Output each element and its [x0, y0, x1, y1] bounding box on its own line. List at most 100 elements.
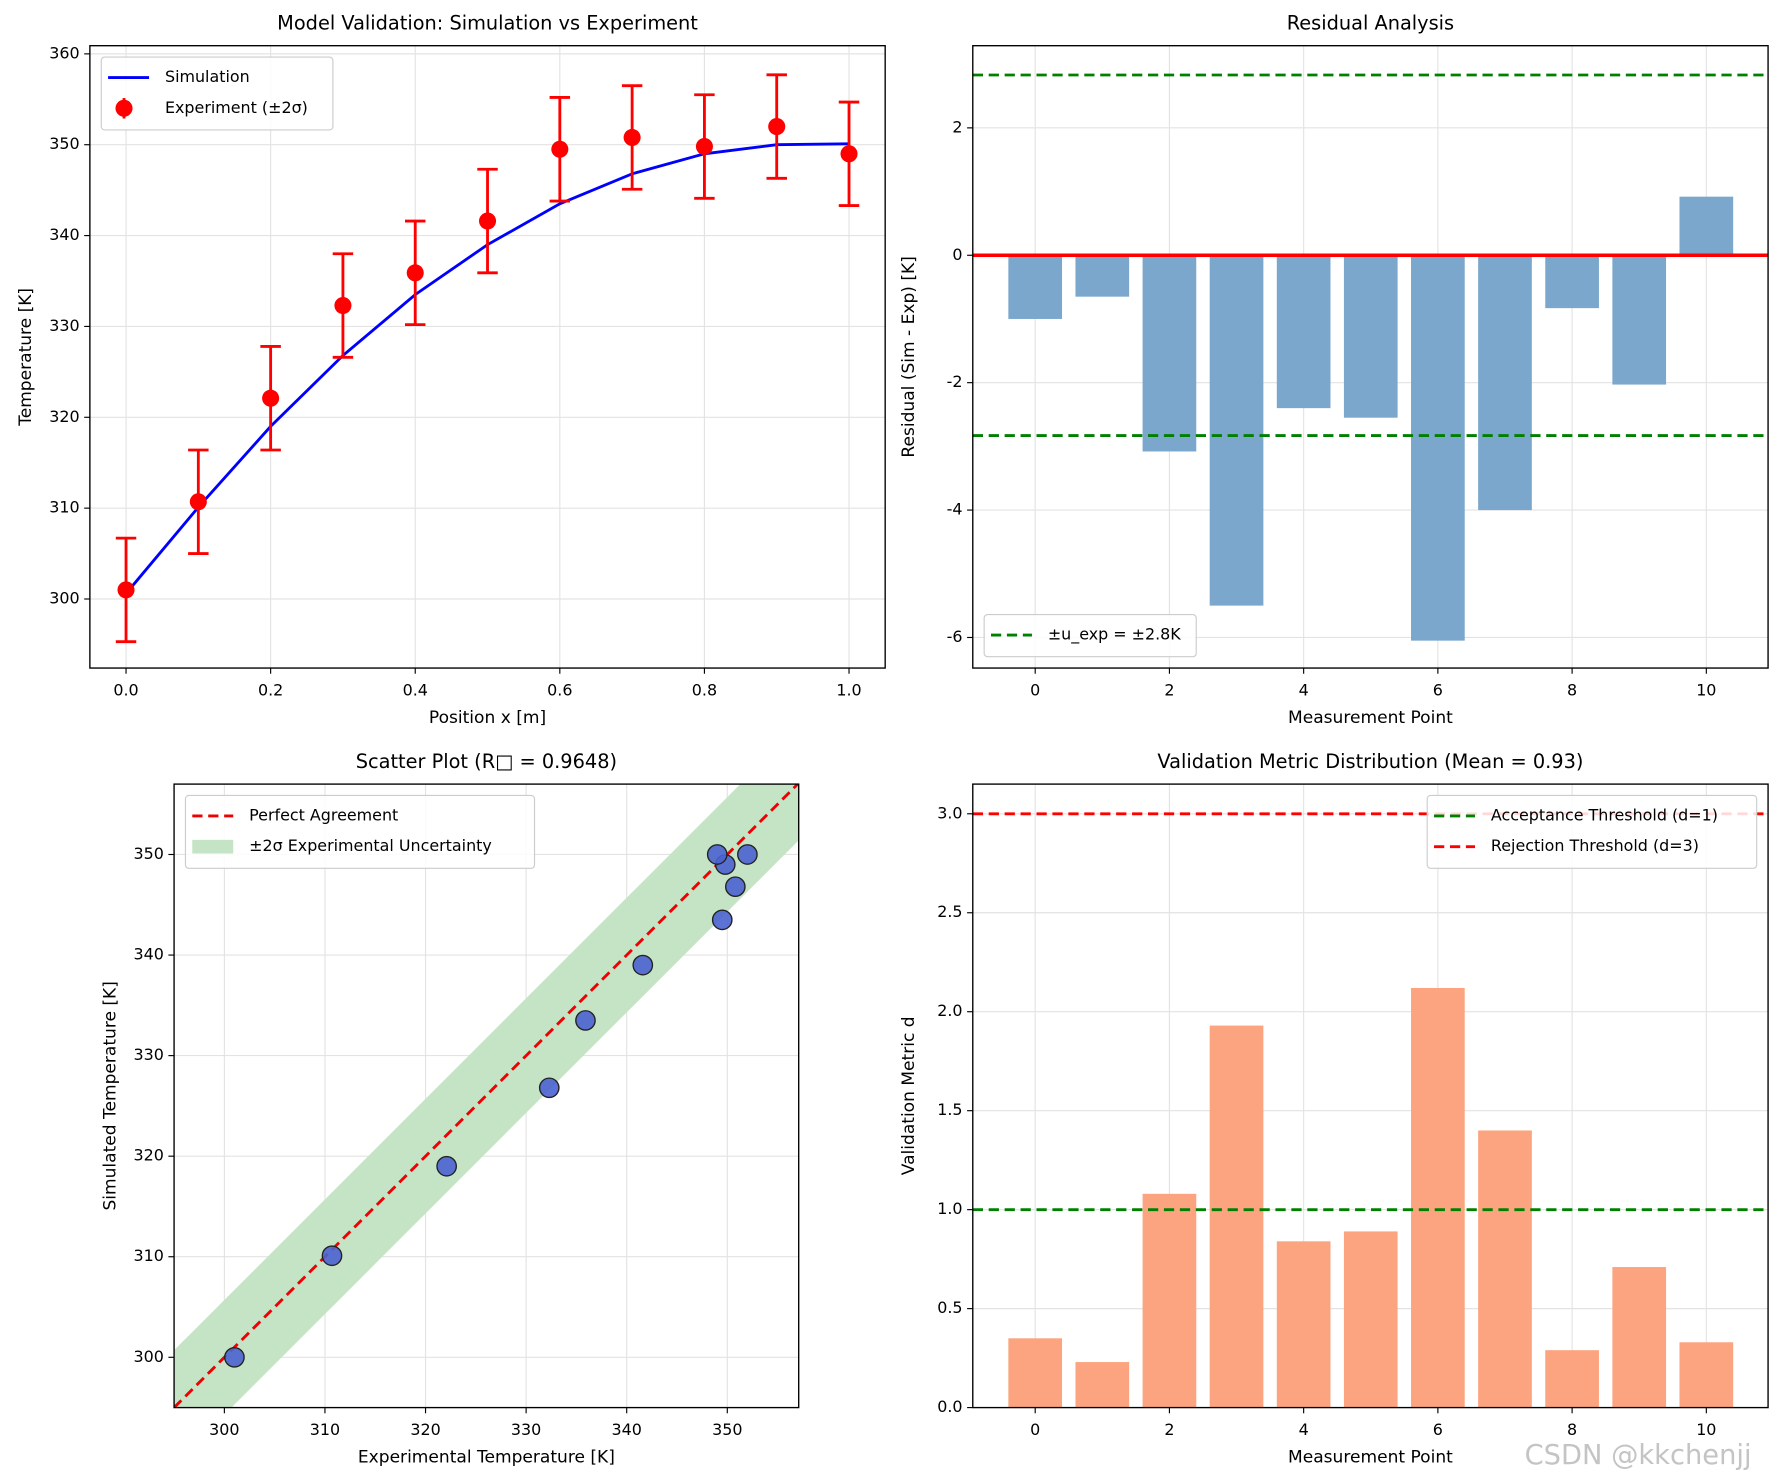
x-tick-label: 340: [612, 1420, 642, 1439]
bar: [1075, 1362, 1130, 1408]
scatter-point: [436, 1155, 458, 1177]
legend: Perfect Agreement ±2σ Experimental Uncert…: [184, 794, 536, 869]
x-axis-label: Position x [m]: [429, 708, 546, 728]
bar: [1142, 1193, 1197, 1408]
legend: Simulation Experiment (±2σ): [100, 56, 334, 131]
x-tick-label: 0.2: [258, 680, 283, 699]
x-axis-label: Measurement Point: [1288, 708, 1453, 728]
plot-area: [174, 784, 799, 1408]
x-tick-label: 0.0: [113, 680, 138, 699]
data-point: [117, 581, 135, 599]
x-tick-label: 0.8: [692, 680, 717, 699]
y-tick-label: 1.0: [937, 1199, 962, 1218]
y-axis-label: Temperature [K]: [16, 288, 36, 427]
x-tick-label: 0: [1030, 1420, 1040, 1439]
y-tick-label: 330: [49, 316, 79, 335]
x-tick-label: 310: [310, 1420, 340, 1439]
data-point: [406, 264, 424, 282]
legend-box: [100, 56, 334, 131]
x-tick-label: 0: [1030, 680, 1040, 699]
y-tick-label: 310: [133, 1246, 163, 1265]
y-tick-label: 340: [49, 225, 79, 244]
x-tick-label: 300: [209, 1420, 239, 1439]
y-tick-label: 2.5: [937, 902, 962, 921]
x-tick-label: 8: [1567, 1420, 1577, 1439]
legend-label: Simulation: [165, 67, 250, 86]
bar: [1276, 255, 1331, 409]
watermark: CSDN @kkchenjj: [1525, 1440, 1752, 1471]
data-point: [695, 138, 713, 156]
x-tick-label: 8: [1567, 680, 1577, 699]
bar: [1142, 255, 1197, 452]
bar: [1209, 1025, 1264, 1408]
y-tick-label: 330: [133, 1045, 163, 1064]
x-tick-label: 320: [410, 1420, 440, 1439]
chart-title: Scatter Plot (R□ = 0.9648): [356, 750, 617, 773]
x-tick-label: 6: [1433, 1420, 1443, 1439]
bar: [1008, 255, 1063, 319]
bar: [1075, 255, 1130, 297]
y-tick-label: 350: [49, 134, 79, 153]
data-point: [623, 128, 641, 146]
legend-box: [184, 794, 536, 869]
data-point: [768, 118, 786, 136]
axes-frame: [173, 783, 800, 1409]
legend-label: Experiment (±2σ): [165, 98, 308, 117]
y-tick-label: 0: [952, 245, 962, 264]
x-tick-label: 330: [511, 1420, 541, 1439]
scatter-point: [706, 844, 728, 865]
chart-title: Validation Metric Distribution (Mean = 0…: [1157, 750, 1583, 773]
y-axis-label: Residual (Sim - Exp) [K]: [899, 256, 919, 457]
y-tick-label: -6: [947, 627, 963, 646]
legend: ±u_exp = ±2.8K: [983, 614, 1197, 658]
y-tick-label: -4: [947, 500, 963, 519]
scatter-point: [711, 909, 733, 931]
legend-label: ±u_exp = ±2.8K: [1048, 625, 1181, 645]
bar: [1478, 255, 1532, 511]
bar: [1411, 987, 1465, 1408]
x-tick-label: 350: [712, 1420, 742, 1439]
x-tick-label: 1.0: [836, 680, 861, 699]
y-tick-label: 360: [49, 43, 79, 62]
plot-area: [89, 45, 886, 669]
bar: [1008, 1338, 1063, 1408]
y-tick-label: 2.0: [937, 1001, 962, 1020]
x-tick-label: 2: [1164, 680, 1174, 699]
data-point: [840, 145, 858, 163]
y-tick-label: 1.5: [937, 1100, 962, 1119]
subplot: 0 2 4 6 8 10 0.0 0.5 1.0 1.5 2.0 2.5 3.0 Validation M…: [899, 750, 1769, 1468]
scatter-point: [737, 844, 758, 865]
scatter-point: [321, 1245, 343, 1267]
data-point: [551, 140, 569, 158]
y-tick-label: 350: [133, 844, 163, 863]
y-tick-label: 0.0: [937, 1397, 962, 1416]
chart-title: Model Validation: Simulation vs Experime…: [277, 12, 698, 35]
x-tick-label: 0.4: [403, 680, 428, 699]
y-tick-label: 340: [133, 945, 163, 964]
subplot: 0.0 0.2 0.4 0.6 0.8 1.0 300 310 320 330 340 350 360 M…: [16, 12, 886, 728]
legend-glyph: [192, 839, 234, 854]
diagonal-line: [174, 784, 799, 1408]
bar: [1612, 1267, 1667, 1408]
x-axis-label: Measurement Point: [1288, 1448, 1453, 1468]
scatter-point: [724, 876, 746, 898]
scatter-point: [575, 1010, 596, 1031]
bar: [1478, 1130, 1532, 1408]
bar: [1545, 1350, 1599, 1408]
scatter-point: [224, 1346, 245, 1368]
bar: [1343, 1231, 1398, 1408]
bar: [1679, 1342, 1734, 1408]
bar: [1276, 1241, 1331, 1408]
legend-label: ±2σ Experimental Uncertainty: [249, 836, 492, 855]
legend: Acceptance Threshold (d=1) Rejection Thre…: [1426, 794, 1758, 869]
x-tick-label: 0.6: [547, 680, 572, 699]
legend-label: Perfect Agreement: [249, 805, 398, 824]
bar: [1209, 255, 1264, 606]
y-tick-label: 300: [133, 1347, 163, 1366]
data-point: [262, 389, 280, 407]
legend-label: Rejection Threshold (d=3): [1491, 836, 1699, 855]
scatter-point: [632, 954, 654, 976]
y-axis-label: Validation Metric d: [899, 1016, 919, 1175]
chart-title: Residual Analysis: [1287, 12, 1454, 35]
